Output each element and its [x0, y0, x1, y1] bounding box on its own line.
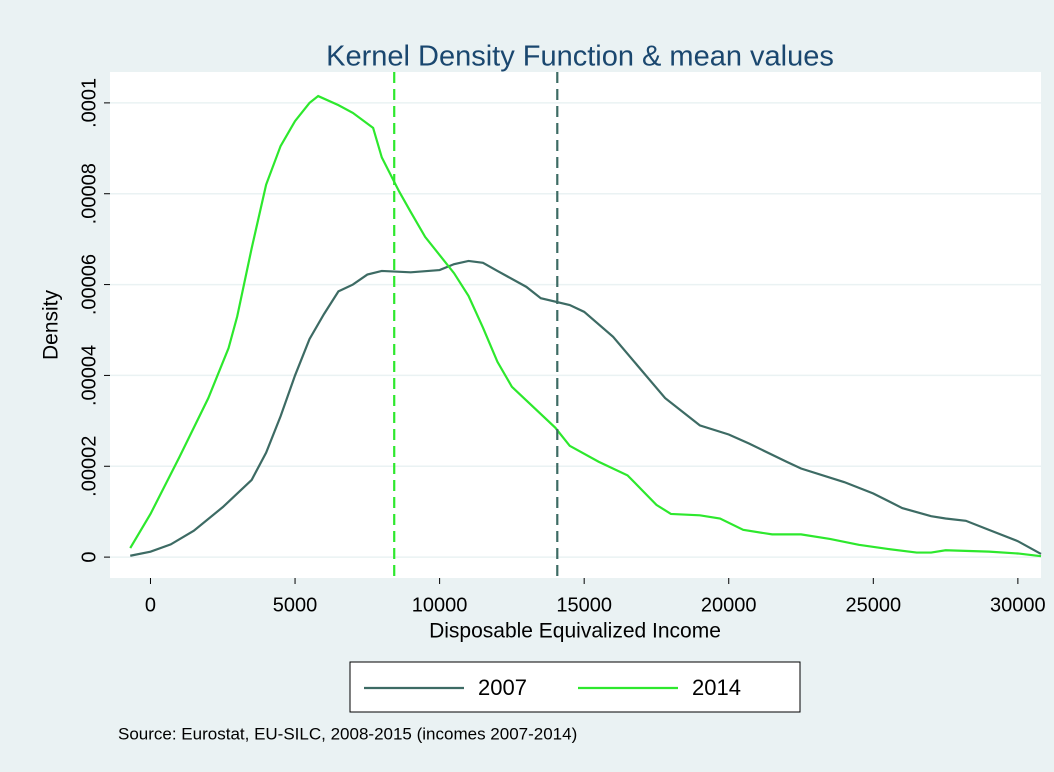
- x-tick-label: 30000: [990, 594, 1046, 616]
- source-note: Source: Eurostat, EU-SILC, 2008-2015 (in…: [118, 724, 577, 743]
- y-tick-label: .00006: [78, 254, 100, 315]
- x-axis-label: Disposable Equivalized Income: [429, 620, 721, 643]
- series-line: [130, 259, 1042, 557]
- series-line: [129, 94, 1042, 558]
- y-tick-label: 0: [78, 552, 100, 563]
- x-tick-label: 25000: [845, 594, 901, 616]
- x-tick-label: 15000: [556, 594, 612, 616]
- x-tick-label: 5000: [273, 594, 318, 616]
- y-tick-label: .0001: [78, 78, 100, 128]
- chart-title: Kernel Density Function & mean values: [326, 41, 834, 73]
- y-tick-label: .00004: [78, 345, 100, 406]
- y-axis-label: Density: [40, 289, 63, 360]
- x-tick-label: 10000: [412, 594, 468, 616]
- x-tick-label: 20000: [701, 594, 757, 616]
- legend-label: 2014: [692, 675, 741, 700]
- plot-area: [110, 72, 1041, 578]
- x-tick-label: 0: [145, 594, 156, 616]
- y-tick-label: .00002: [78, 436, 100, 497]
- legend-label: 2007: [478, 675, 527, 700]
- y-tick-label: .00008: [78, 163, 100, 224]
